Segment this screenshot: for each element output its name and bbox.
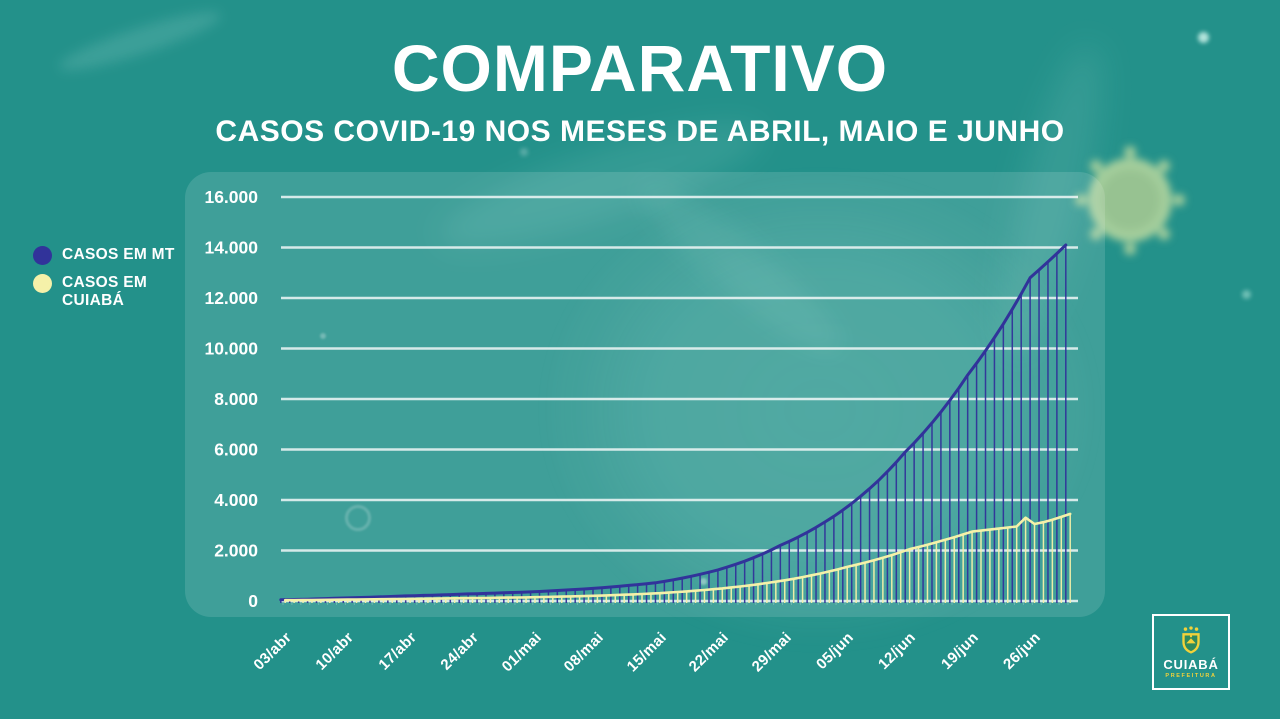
- x-axis-label: 19/jun: [937, 629, 982, 673]
- comparison-chart: 0 2.000 4.000 6.000 8.000 10.000 12.000 14.000 1…: [204, 187, 1078, 611]
- x-axis-label: 03/abr: [250, 629, 296, 674]
- legend-swatch-mt-icon: [33, 246, 52, 265]
- legend-item-mt: CASOS EM MT: [33, 246, 183, 265]
- chart-panel: [185, 172, 1105, 617]
- background-bokeh-dot: [1242, 290, 1251, 299]
- y-axis-label: 14.000: [204, 238, 258, 258]
- cuiaba-crest-icon: [1182, 625, 1200, 654]
- x-axis-label: 17/abr: [375, 629, 420, 674]
- y-axis-label: 10.000: [204, 339, 258, 359]
- series-cuiaba-line: [283, 512, 1072, 602]
- legend-swatch-cuiaba-icon: [33, 274, 52, 293]
- legend-label-mt: CASOS EM MT: [62, 246, 175, 263]
- y-axis-label: 16.000: [204, 187, 258, 207]
- legend-label-cuiaba: CASOS EM CUIABÁ: [62, 274, 148, 309]
- y-axis-label: 6.000: [214, 440, 258, 460]
- legend-item-cuiaba: CASOS EM CUIABÁ: [33, 274, 183, 310]
- x-axis-label: 26/jun: [1000, 629, 1045, 673]
- page-subtitle: CASOS COVID-19 NOS MESES DE ABRIL, MAIO …: [215, 115, 1065, 148]
- x-axis-label: 10/abr: [312, 629, 358, 674]
- y-axis-label: 12.000: [204, 288, 258, 308]
- y-axis-label: 4.000: [214, 490, 258, 510]
- x-axis-label: 01/mai: [498, 629, 545, 676]
- logo-city-label: CUIABÁ: [1163, 656, 1219, 672]
- y-axis-label: 0: [248, 591, 258, 611]
- series-mt-line: [279, 243, 1068, 602]
- x-axis-label: 12/jun: [875, 629, 920, 673]
- x-axis-label: 29/mai: [748, 629, 795, 676]
- x-axis-label: 05/jun: [813, 629, 858, 673]
- coronavirus-icon: [1075, 146, 1185, 255]
- background-bokeh-dot: [520, 148, 528, 156]
- cuiaba-prefeitura-logo: CUIABÁ PREFEITURA: [1152, 614, 1230, 690]
- y-axis-label: 8.000: [214, 389, 258, 409]
- y-axis-label: 2.000: [214, 541, 258, 561]
- x-axis-label: 15/mai: [623, 629, 670, 676]
- chart-legend: CASOS EM MT CASOS EM CUIABÁ: [33, 246, 183, 319]
- x-axis-label: 22/mai: [685, 629, 733, 676]
- logo-org-label: PREFEITURA: [1165, 672, 1217, 679]
- page-title: COMPARATIVO: [391, 31, 889, 105]
- x-axis-label: 24/abr: [437, 629, 483, 674]
- x-axis-label: 08/mai: [560, 629, 608, 676]
